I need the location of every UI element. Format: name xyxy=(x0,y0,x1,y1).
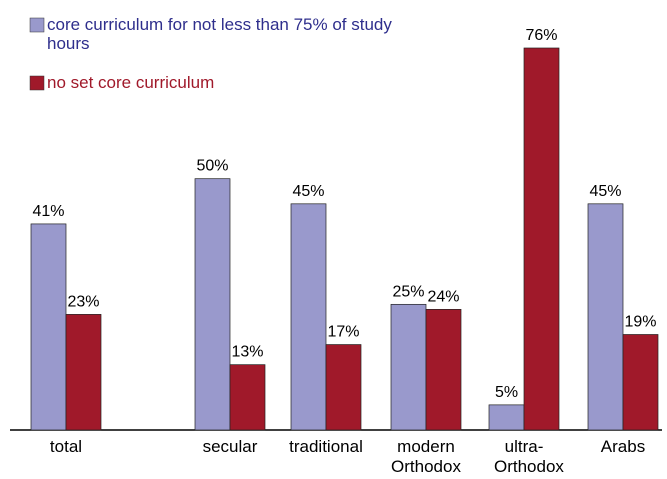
bar xyxy=(488,404,525,431)
bar xyxy=(290,203,327,431)
value-label: 45% xyxy=(589,183,621,200)
value-label: 25% xyxy=(392,283,424,300)
bar xyxy=(325,344,362,431)
value-label: 41% xyxy=(32,203,64,220)
bar xyxy=(622,334,659,431)
bar xyxy=(65,314,102,431)
bar xyxy=(523,47,560,431)
bar xyxy=(587,203,624,431)
value-label: 76% xyxy=(525,27,557,44)
x-tick-label: total xyxy=(49,437,83,456)
x-tick-label: Arabs xyxy=(600,437,646,456)
x-tick-label: modern Orthodox xyxy=(391,437,461,476)
bar xyxy=(390,303,427,431)
legend-label: core curriculum for not less than 75% of… xyxy=(47,15,392,53)
value-label: 45% xyxy=(292,183,324,200)
value-label: 24% xyxy=(427,288,459,305)
legend-swatch xyxy=(29,75,45,91)
x-tick-label: traditional xyxy=(289,437,363,456)
bar xyxy=(425,309,462,431)
bar xyxy=(229,364,266,431)
value-label: 17% xyxy=(327,324,359,341)
bar xyxy=(30,223,67,431)
bar xyxy=(194,178,231,431)
x-tick-label: ultra-Orthodox xyxy=(494,437,564,476)
value-label: 19% xyxy=(624,314,656,331)
x-tick-label: secular xyxy=(202,437,258,456)
value-label: 23% xyxy=(67,293,99,310)
value-label: 5% xyxy=(495,384,518,401)
value-label: 13% xyxy=(231,344,263,361)
legend-label: no set core curriculum xyxy=(47,73,215,92)
legend-swatch xyxy=(29,17,45,33)
value-label: 50% xyxy=(196,158,228,175)
